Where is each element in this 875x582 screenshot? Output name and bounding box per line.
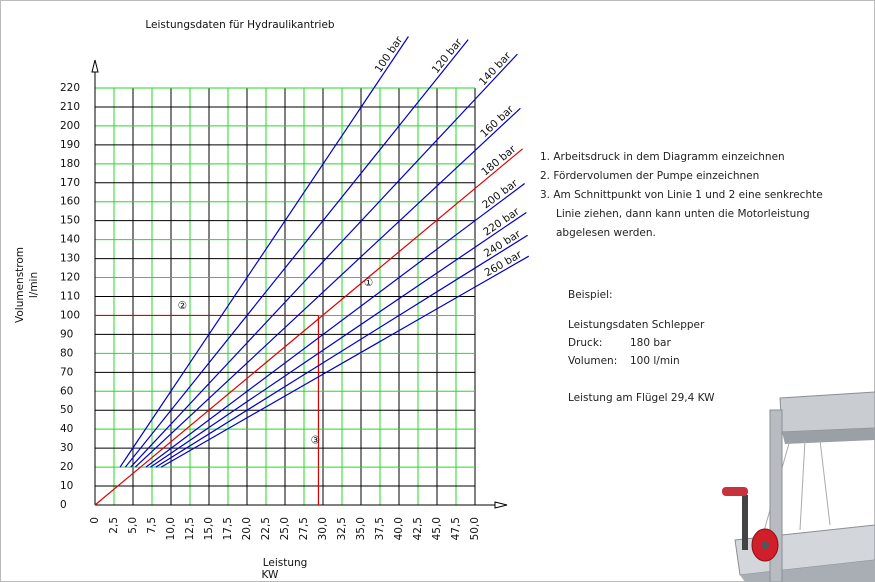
x-tick-label: 2,5 xyxy=(108,517,120,534)
pressure-line xyxy=(124,87,430,468)
x-arrow xyxy=(494,501,508,509)
leader-line xyxy=(373,36,409,89)
pressure-line xyxy=(150,246,476,468)
series-label: 120 bar xyxy=(430,36,465,76)
y-tick-label: 190 xyxy=(60,139,80,151)
y-tick-label: 30 xyxy=(60,442,73,454)
step: 2. Fördervolumen der Pumpe einzeichnen xyxy=(540,170,760,182)
step-marker: ③ xyxy=(311,435,320,447)
pressure-line xyxy=(130,98,476,468)
x-tick-label: 32,5 xyxy=(336,517,348,540)
y-tick-label: 20 xyxy=(60,461,73,473)
result: Leistung am Flügel 29,4 KW xyxy=(568,392,715,404)
y-tick-label: 100 xyxy=(60,309,80,321)
leader-line xyxy=(474,148,524,189)
y-tick-label: 170 xyxy=(60,177,80,189)
x-tick-label: 37,5 xyxy=(374,517,386,540)
x-tick-label: 7,5 xyxy=(146,517,158,534)
series-label: 160 bar xyxy=(478,103,517,140)
y-tick-label: 150 xyxy=(60,215,80,227)
x-tick-label: 10,0 xyxy=(165,517,177,540)
x-tick-label: 40,0 xyxy=(393,517,405,540)
x-tick-label: 0 xyxy=(89,517,101,524)
x-tick-label: 25,0 xyxy=(279,517,291,540)
pressure-line xyxy=(134,150,476,468)
leader-line xyxy=(474,183,525,222)
x-tick-label: 27,5 xyxy=(298,517,310,540)
x-tick-label: 15,0 xyxy=(203,517,215,540)
leader-line xyxy=(474,53,518,100)
y-tick-label: 130 xyxy=(60,253,80,265)
x-tick-label: 50,0 xyxy=(469,517,481,540)
pressure-line xyxy=(119,87,375,468)
x-tick-label: 42,5 xyxy=(412,517,424,540)
y-tick-label: 180 xyxy=(60,158,80,170)
pressure-line xyxy=(145,220,476,468)
y-tick-label: 110 xyxy=(60,291,80,303)
leader-line xyxy=(428,39,469,89)
x-tick-label: 30,0 xyxy=(317,517,329,540)
volume-label: Volumen: xyxy=(568,355,618,367)
y-tick-label: 160 xyxy=(60,196,80,208)
y-tick-label: 140 xyxy=(60,234,80,246)
x-axis-label: KW xyxy=(262,569,280,581)
x-tick-label: 12,5 xyxy=(184,517,196,540)
y-tick-label: 90 xyxy=(60,328,73,340)
example-heading: Beispiel: xyxy=(568,289,613,301)
x-tick-label: 45,0 xyxy=(431,517,443,540)
leader-line xyxy=(474,234,528,269)
x-tick-label: 17,5 xyxy=(222,517,234,540)
y-axis-label: Volumenstrom xyxy=(14,247,26,323)
leader-line xyxy=(474,255,530,288)
y-tick-label: 200 xyxy=(60,120,80,132)
x-axis-label: Leistung xyxy=(263,557,308,569)
x-tick-label: 5,0 xyxy=(127,517,139,534)
y-tick-label: 220 xyxy=(60,82,80,94)
pressure-label: Druck: xyxy=(568,337,603,349)
series-label: 100 bar xyxy=(373,34,406,75)
pressure-value: 180 bar xyxy=(630,337,671,349)
step: 1. Arbeitsdruck in dem Diagramm einzeich… xyxy=(540,151,785,163)
leader-line xyxy=(474,107,521,151)
y-tick-label: 60 xyxy=(60,385,73,397)
step: 3. Am Schnittpunkt von Linie 1 und 2 ein… xyxy=(540,189,823,239)
volume-value: 100 l/min xyxy=(630,355,680,367)
chart-title: Leistungsdaten für Hydraulikantrieb xyxy=(145,19,335,31)
y-tick-label: 210 xyxy=(60,101,80,113)
y-tick-label: 50 xyxy=(60,404,73,416)
example-title: Leistungsdaten Schlepper xyxy=(568,319,705,331)
y-tick-label: 0 xyxy=(60,499,67,511)
x-tick-label: 22,5 xyxy=(260,517,272,540)
step-marker: ② xyxy=(178,300,187,312)
series-label: 140 bar xyxy=(477,50,514,88)
y-tick-label: 10 xyxy=(60,480,73,492)
step-marker: ① xyxy=(364,277,373,289)
y-tick-label: 70 xyxy=(60,366,73,378)
y-tick-label: 120 xyxy=(60,272,80,284)
x-tick-label: 35,0 xyxy=(355,517,367,540)
instructions: 1. Arbeitsdruck in dem Diagramm einzeich… xyxy=(540,148,830,243)
pressure-line xyxy=(160,286,476,468)
machine-photo xyxy=(722,391,875,582)
y-axis-label: l/min xyxy=(28,272,40,298)
y-tick-label: 80 xyxy=(60,347,73,359)
x-tick-label: 20,0 xyxy=(241,517,253,540)
series-label: 180 bar xyxy=(479,143,519,179)
y-arrow xyxy=(91,59,99,73)
x-tick-label: 47,5 xyxy=(450,517,462,540)
pressure-line xyxy=(155,267,476,468)
leader-line xyxy=(474,211,527,248)
y-tick-label: 40 xyxy=(60,423,73,435)
pressure-line xyxy=(94,187,476,506)
